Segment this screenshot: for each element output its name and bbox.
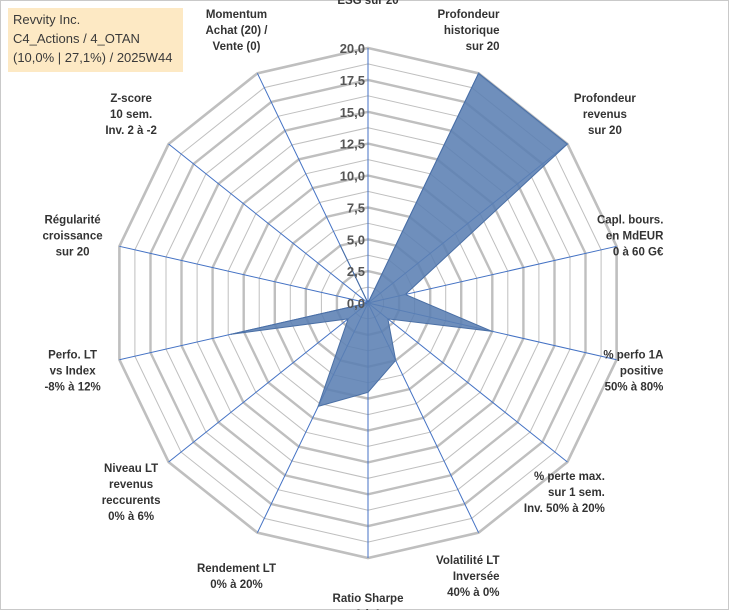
axis-label: % perte max. sur 1 sem. Inv. 50% à 20% <box>524 471 605 515</box>
data-point <box>339 244 342 247</box>
axis-label: Capl. bours. en MdEUR 0 à 60 G€ <box>597 215 664 259</box>
tick-label: 0,0 <box>347 296 365 311</box>
axis-label-line: Z-score <box>110 93 152 105</box>
score-summary: (10,0% | 27,1%) / 2025W44 <box>13 50 173 65</box>
axis-label-line: sur 20 <box>56 247 90 259</box>
data-point <box>230 333 233 336</box>
axis-label: Rendement LT 0% à 20% <box>197 563 276 591</box>
axis-label-line: positive <box>620 365 663 377</box>
data-point <box>404 293 407 296</box>
axis-label-line: sur 20 <box>466 41 500 53</box>
axis-label-line: 0 à 60 G€ <box>613 247 664 259</box>
data-series-area <box>231 72 569 408</box>
axis-label-line: Vente (0) <box>213 41 261 53</box>
axis-label-line: Inv. 50% à 20% <box>524 503 605 515</box>
axis-label-line: % perfo 1A <box>603 349 663 361</box>
axis-label-line: Inv. 2 à -2 <box>105 125 157 137</box>
data-point <box>394 359 397 362</box>
axis-label-line: sur 1 sem. <box>548 487 605 499</box>
axis-label-line: sur 20 <box>588 125 622 137</box>
axis-label-line: vs Index <box>50 365 97 377</box>
axis-label: NoteESG sur 20 <box>337 0 398 7</box>
axis-label-line: historique <box>444 25 500 37</box>
tick-label: 2,5 <box>347 264 365 279</box>
data-point <box>491 330 494 333</box>
axis-label-line: 0% à 6% <box>108 511 154 523</box>
axis-label: Perfo. LT vs Index -8% à 12% <box>44 349 100 393</box>
tick-label: 17,5 <box>340 73 365 88</box>
axis-label-line: revenus <box>109 479 153 491</box>
axis-label-line: 40% à 0% <box>447 587 499 599</box>
company-name: Revvity Inc. <box>13 12 81 27</box>
tick-label: 10,0 <box>340 169 365 184</box>
axis-label-line: Achat (20) / <box>206 25 269 37</box>
axis-label-line: Ratio Sharpe <box>333 593 404 605</box>
info-box: Revvity Inc. C4_Actions / 4_OTAN (10,0% … <box>8 8 183 72</box>
tick-label: 15,0 <box>340 105 365 120</box>
axis-label-line: en MdEUR <box>606 231 664 243</box>
axis-spoke <box>367 302 568 463</box>
portfolio-category: C4_Actions / 4_OTAN <box>13 31 140 46</box>
axis-label-line: Régularité <box>44 215 100 227</box>
axis-label-line: revenus <box>583 109 627 121</box>
data-point <box>347 318 349 320</box>
axis-label-line: Profondeur <box>574 93 636 105</box>
axis-spoke <box>367 245 617 304</box>
axis-label: Régularité croissance sur 20 <box>43 215 103 259</box>
axis-label-line: croissance <box>43 231 103 243</box>
axis-label-line: Perfo. LT <box>48 349 97 361</box>
axis-label-line: ESG sur 20 <box>337 0 398 7</box>
axis-label: Z-score 10 sem. Inv. 2 à -2 <box>105 93 157 137</box>
tick-label: 7,5 <box>347 200 365 215</box>
axis-label: % perfo 1A positive 50% à 80% <box>603 349 663 393</box>
axis-label-line: Volatilité LT <box>436 555 499 567</box>
axis-label: Niveau LT revenus reccurents 0% à 6% <box>102 463 161 523</box>
data-point <box>367 391 369 394</box>
axis-label-line: Profondeur <box>438 9 500 21</box>
axis-label-line: reccurents <box>102 495 161 507</box>
data-point <box>387 318 389 320</box>
axis-label-line: 50% à 80% <box>605 381 664 393</box>
axis-label: Profondeur historique sur 20 <box>438 9 500 53</box>
axis-label: Momentum Achat (20) / Vente (0) <box>206 9 269 53</box>
axis-label-line: 0% à 20% <box>210 579 262 591</box>
axis-label-line: Momentum <box>206 9 267 21</box>
axis-label: Profondeur revenus sur 20 <box>574 93 636 137</box>
axis-label: Ratio Sharpe0 à 1 <box>333 593 404 610</box>
axis-label-line: Capl. bours. <box>597 215 663 227</box>
axis-spoke <box>168 143 369 304</box>
axis-label-line: Inversée <box>453 571 500 583</box>
axis-label: Volatilité LT Inversée 40% à 0% <box>436 555 499 599</box>
data-point <box>566 143 569 145</box>
axis-label-line: -8% à 12% <box>44 381 100 393</box>
axis-label-line: 10 sem. <box>110 109 152 121</box>
axis-label-line: % perte max. <box>534 471 605 483</box>
data-point <box>477 72 480 75</box>
tick-label: 20,0 <box>340 41 365 56</box>
axis-label-line: Niveau LT <box>104 463 158 475</box>
tick-label: 5,0 <box>347 232 365 247</box>
tick-label: 12,5 <box>340 137 365 152</box>
data-point <box>317 405 320 408</box>
axis-spoke <box>119 245 369 304</box>
data-point <box>367 302 369 304</box>
axis-label-line: Rendement LT <box>197 563 276 575</box>
axis-spoke <box>168 302 369 463</box>
